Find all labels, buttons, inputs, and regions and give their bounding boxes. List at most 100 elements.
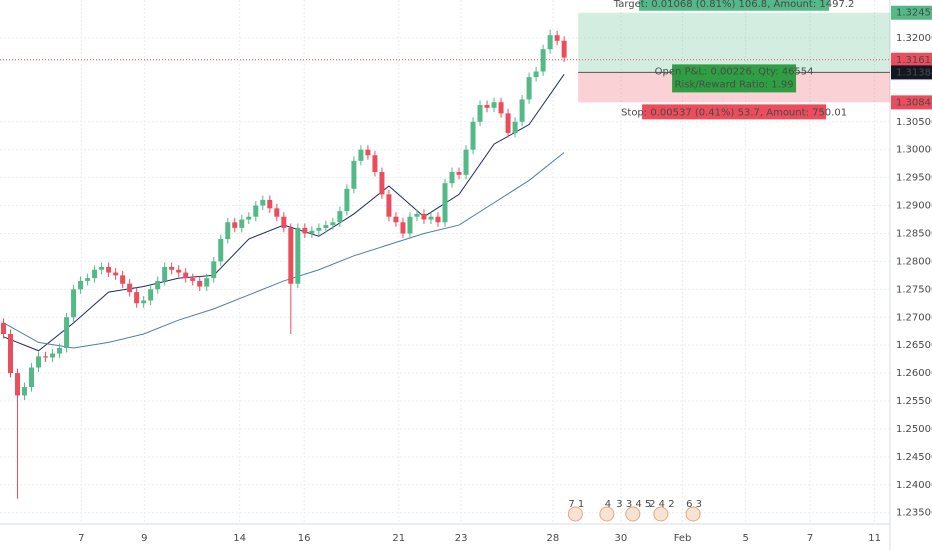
x-tick-label: Feb xyxy=(674,533,692,544)
candle-body xyxy=(211,261,217,279)
x-tick-label: 11 xyxy=(868,533,881,544)
candle-body xyxy=(323,225,329,228)
x-tick-label: 16 xyxy=(298,533,311,544)
candle-body xyxy=(15,373,21,396)
candle-body xyxy=(365,149,371,156)
y-tick-label: 1.29000 xyxy=(896,201,932,212)
y-tick-label: 1.25500 xyxy=(896,396,932,407)
candle-body xyxy=(260,199,266,206)
candle-body xyxy=(526,77,532,100)
candle-body xyxy=(190,278,196,281)
entry-price-label: 1.31384 xyxy=(896,67,932,78)
y-tick-label: 1.28500 xyxy=(896,228,932,239)
candle-body xyxy=(372,155,378,173)
y-tick-label: 1.32000 xyxy=(896,33,932,44)
candle-body xyxy=(281,216,287,228)
candle-body xyxy=(379,172,385,195)
candle-body xyxy=(428,216,434,220)
candle-body xyxy=(288,227,294,284)
candle-body xyxy=(442,183,448,223)
event-label: 2 4 2 xyxy=(649,499,674,510)
candle-body xyxy=(197,280,203,287)
y-tick-label: 1.30500 xyxy=(896,117,932,128)
candle-body xyxy=(232,222,238,228)
x-tick-label: 9 xyxy=(141,533,147,544)
y-tick-label: 1.23500 xyxy=(896,508,932,519)
target-price-label: 1.32452 xyxy=(896,8,932,19)
ratio-label: Risk/Reward Ratio: 1.99 xyxy=(675,79,794,90)
candle-body xyxy=(463,149,469,175)
pnl-label-bg xyxy=(672,64,797,93)
candle-body xyxy=(71,289,77,318)
y-tick-label: 1.30000 xyxy=(896,145,932,156)
candle-body xyxy=(120,275,126,284)
event-icon xyxy=(685,506,701,522)
candle-body xyxy=(421,213,427,220)
candle-body xyxy=(484,105,490,108)
candle-body xyxy=(134,292,140,304)
candle-body xyxy=(477,105,483,122)
stop-price-label-bg xyxy=(891,95,932,110)
entry-price-label-bg xyxy=(891,65,932,80)
y-tick-label: 1.29500 xyxy=(896,173,932,184)
pnl-label: Open P&L: 0.00226, Qty: 46554 xyxy=(655,66,814,77)
candle-body xyxy=(225,222,231,240)
last-price-label: 1.31610 xyxy=(896,55,932,66)
event-icon xyxy=(625,506,641,522)
candle-body xyxy=(540,49,546,72)
y-tick-label: 1.24500 xyxy=(896,452,932,463)
candle-body xyxy=(155,280,161,290)
candle-body xyxy=(393,216,399,223)
candle-body xyxy=(169,266,175,270)
stop-label-bg xyxy=(642,104,827,120)
candle-body xyxy=(498,102,504,114)
x-tick-label: 23 xyxy=(455,533,468,544)
event-icon xyxy=(599,506,615,522)
y-tick-label: 1.24000 xyxy=(896,480,932,491)
candle-body xyxy=(561,40,567,58)
candle-body xyxy=(330,222,336,226)
candle-body xyxy=(435,216,441,223)
event-label: 6 3 xyxy=(686,499,702,510)
y-tick-label: 1.26000 xyxy=(896,368,932,379)
y-tick-label: 1.27000 xyxy=(896,312,932,323)
candle-body xyxy=(253,205,259,217)
candle-body xyxy=(407,216,413,234)
candle-body xyxy=(246,216,252,220)
candle-body xyxy=(162,266,168,281)
candle-body xyxy=(512,121,518,133)
candle-body xyxy=(554,35,560,41)
candle-body xyxy=(204,278,210,287)
target-label-bg xyxy=(639,0,830,11)
candle-body xyxy=(386,194,392,217)
candle-body xyxy=(400,222,406,234)
candle-body xyxy=(106,266,112,273)
x-tick-label: 28 xyxy=(547,533,560,544)
candle-body xyxy=(491,102,497,108)
event-label: 4 xyxy=(605,499,611,510)
candle-body xyxy=(141,300,147,304)
y-tick-label: 1.28000 xyxy=(896,256,932,267)
candle-body xyxy=(50,353,56,358)
candle-body xyxy=(78,280,84,290)
candle-body xyxy=(1,322,7,335)
event-label: 7 1 xyxy=(568,499,584,510)
event-icon xyxy=(653,506,669,522)
candle-body xyxy=(267,199,273,209)
candle-body xyxy=(113,272,119,276)
stop-price-label: 1.30847 xyxy=(896,97,932,108)
candle-body xyxy=(8,334,14,374)
candle-body xyxy=(36,356,42,368)
x-tick-label: 7 xyxy=(807,533,813,544)
candle-body xyxy=(22,387,28,396)
candle-body xyxy=(344,188,350,212)
candle-body xyxy=(92,269,98,279)
candle-body xyxy=(85,278,91,281)
candle-body xyxy=(351,160,357,189)
candle-body xyxy=(533,71,539,78)
target-price-label-bg xyxy=(891,5,932,20)
x-tick-label: 14 xyxy=(233,533,246,544)
event-icon xyxy=(567,506,583,522)
candle-body xyxy=(302,227,308,234)
